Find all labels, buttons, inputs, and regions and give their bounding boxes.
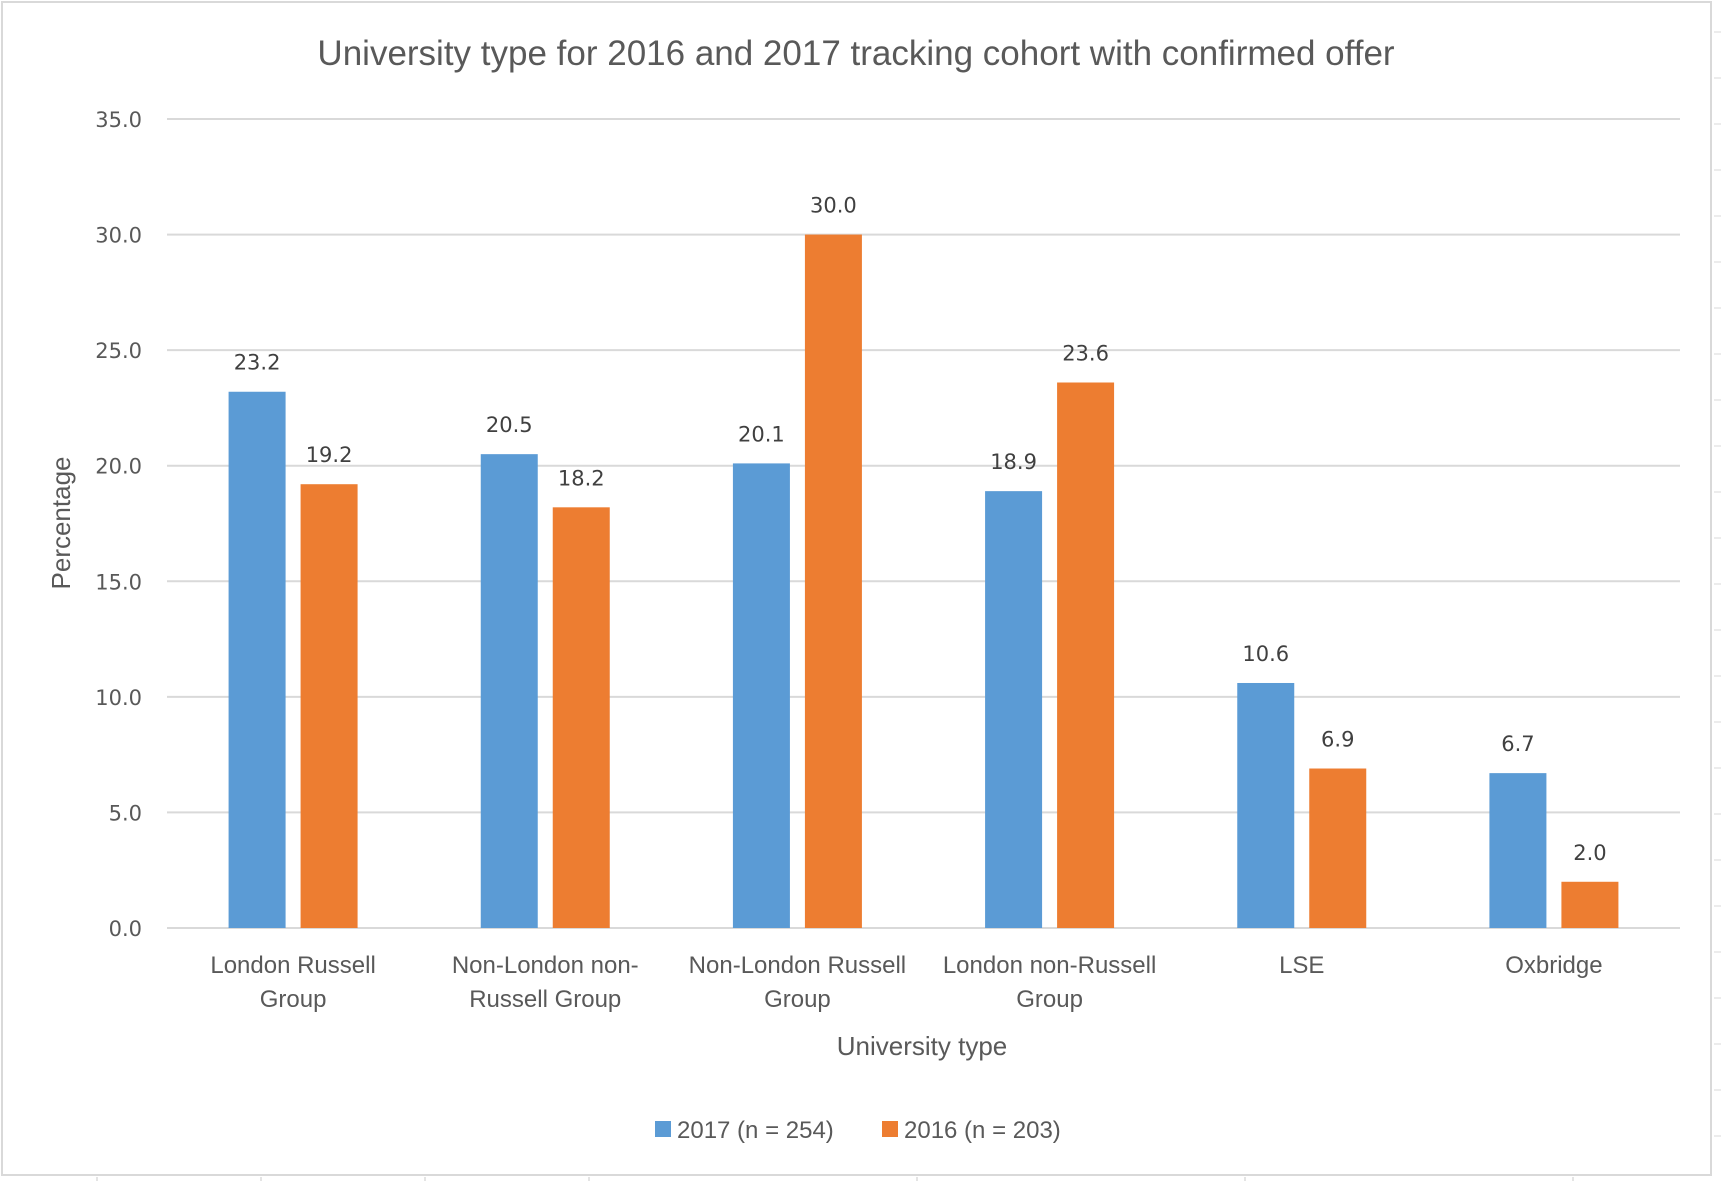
bar-2017-4[interactable] [1237, 682, 1295, 928]
y-tick-label: 30.0 [95, 224, 142, 248]
legend-label-2016: 2016 (n = 203) [904, 1117, 1061, 1144]
y-axis-tick-labels: 0.0 5.0 10.0 15.0 20.0 25.0 30.0 35.0 [95, 108, 142, 941]
bar-2016-0[interactable] [300, 484, 358, 928]
x-axis-title: University type [837, 1031, 1008, 1061]
x-category-label: Non-London non-Russell Group [452, 952, 639, 1013]
bar-2017-0[interactable] [228, 391, 286, 929]
chart-title: University type for 2016 and 2017 tracki… [317, 34, 1394, 73]
y-tick-label: 15.0 [95, 570, 142, 594]
y-tick-label: 25.0 [95, 339, 142, 363]
y-axis-title: Percentage [46, 457, 76, 590]
x-category-label: London non-Russell Group [943, 952, 1156, 1013]
legend: 2017 (n = 254) 2016 (n = 203) [655, 1117, 1061, 1144]
bar-2017-3[interactable] [985, 491, 1043, 928]
data-label: 20.1 [738, 422, 785, 446]
y-tick-label: 10.0 [95, 686, 142, 710]
legend-label-2017: 2017 (n = 254) [677, 1117, 834, 1144]
legend-swatch-2017 [655, 1121, 671, 1137]
bar-2017-1[interactable] [480, 454, 538, 928]
y-tick-label: 20.0 [95, 455, 142, 479]
x-axis-category-labels: London Russell Group Non-London non-Russel… [210, 952, 1602, 1013]
bar-2016-3[interactable] [1057, 382, 1115, 928]
bar-2016-1[interactable] [552, 507, 610, 928]
data-label: 18.2 [558, 466, 605, 490]
bar-2016-4[interactable] [1309, 768, 1367, 928]
y-tick-label: 5.0 [109, 801, 142, 825]
y-tick-label: 0.0 [109, 917, 142, 941]
bar-2016-5[interactable] [1561, 881, 1619, 928]
bars [228, 234, 1619, 929]
data-label: 6.9 [1321, 728, 1354, 752]
y-tick-label: 35.0 [95, 108, 142, 132]
data-label: 19.2 [306, 443, 353, 467]
x-category-label: London Russell Group [210, 952, 375, 1013]
data-label: 6.7 [1501, 732, 1534, 756]
bar-2016-2[interactable] [804, 234, 862, 929]
data-label: 2.0 [1573, 841, 1606, 865]
data-label: 20.5 [486, 413, 533, 437]
x-category-label: Non-London Russell Group [689, 952, 906, 1013]
data-label: 23.6 [1062, 342, 1109, 366]
bar-2017-2[interactable] [732, 463, 790, 928]
data-label: 30.0 [810, 194, 857, 218]
legend-swatch-2016 [882, 1121, 898, 1137]
data-labels: 23.2 20.5 20.1 18.9 10.6 6.7 19.2 18.2 30.0 23.6 6… [234, 194, 1607, 865]
data-label: 10.6 [1242, 642, 1289, 666]
data-label: 23.2 [234, 351, 281, 375]
x-category-label: Oxbridge [1505, 952, 1602, 979]
gridlines [167, 118, 1680, 929]
data-label: 18.9 [990, 450, 1037, 474]
x-category-label: LSE [1279, 952, 1324, 979]
bar-2017-5[interactable] [1489, 773, 1547, 928]
